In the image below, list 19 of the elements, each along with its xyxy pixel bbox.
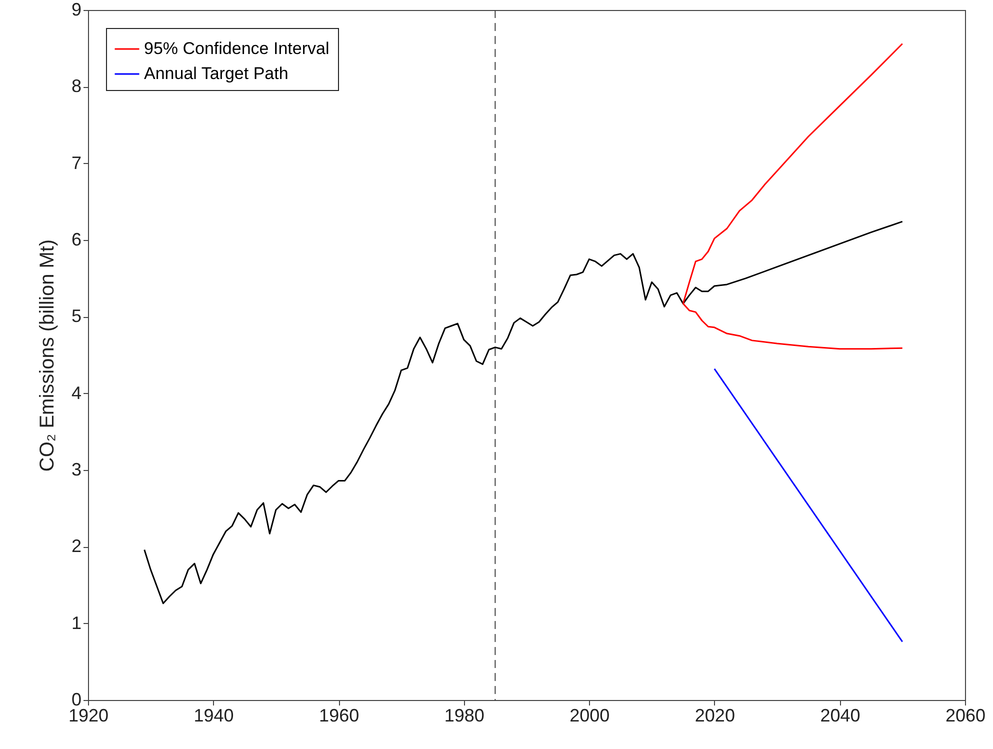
y-tick-label: 6 xyxy=(71,230,82,250)
y-tick-label: 7 xyxy=(71,152,82,173)
y-tick-label: 1 xyxy=(71,612,82,633)
y-tick-label: 2 xyxy=(71,536,82,556)
x-tick-label: 2040 xyxy=(820,706,860,726)
y-tick-label: 8 xyxy=(71,76,82,96)
legend-label: Annual Target Path xyxy=(144,64,288,83)
y-tick-label: 4 xyxy=(71,382,82,403)
x-tick-label: 2020 xyxy=(694,706,735,726)
x-tick-label: 1960 xyxy=(319,706,360,726)
x-tick-label: 2060 xyxy=(945,706,986,726)
legend-label: 95% Confidence Interval xyxy=(144,39,330,58)
y-axis-title: CO₂ Emissions (billion Mt) xyxy=(36,239,58,472)
y-tick-label: 9 xyxy=(71,0,82,20)
x-tick-label: 1980 xyxy=(444,706,484,726)
x-tick-label: 1940 xyxy=(194,706,234,726)
y-tick-label: 3 xyxy=(71,460,82,480)
y-tick-label: 5 xyxy=(71,306,82,326)
x-tick-label: 2000 xyxy=(570,706,610,726)
